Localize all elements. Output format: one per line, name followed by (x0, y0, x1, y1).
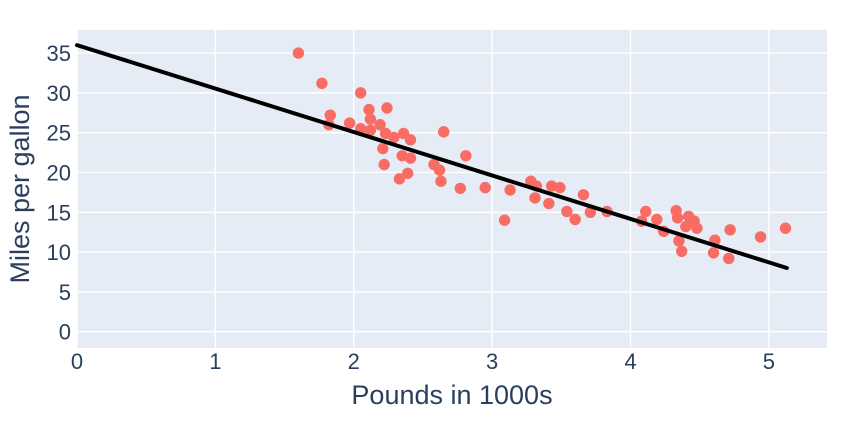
scatter-point[interactable] (460, 150, 472, 162)
y-tick-label: 25 (47, 121, 71, 146)
scatter-point[interactable] (569, 213, 581, 226)
x-tick-label: 0 (71, 349, 83, 374)
scatter-point[interactable] (584, 206, 597, 218)
scatter-point[interactable] (640, 205, 652, 218)
y-axis-title: Miles per gallon (5, 94, 35, 283)
scatter-point[interactable] (402, 167, 414, 179)
y-tick-label: 15 (47, 200, 71, 225)
scatter-point[interactable] (498, 214, 511, 226)
scatter-point[interactable] (377, 142, 389, 155)
x-tick-labels: 0 1 2 3 4 5 (71, 349, 775, 374)
scatter-layer (292, 47, 792, 265)
x-tick-label: 3 (486, 349, 498, 374)
scatter-point[interactable] (723, 252, 735, 265)
x-tick-label: 5 (763, 349, 775, 374)
scatter-point[interactable] (680, 220, 692, 233)
scatter-point[interactable] (504, 184, 516, 196)
scatter-point[interactable] (676, 245, 688, 257)
scatter-point[interactable] (404, 152, 417, 164)
scatter-point[interactable] (651, 213, 663, 226)
scatter-point[interactable] (479, 181, 491, 194)
scatter-point[interactable] (543, 197, 555, 210)
scatter-point[interactable] (561, 205, 573, 218)
scatter-point[interactable] (374, 119, 386, 131)
x-axis-title: Pounds in 1000s (351, 380, 552, 410)
plot-area[interactable] (77, 30, 827, 348)
scatter-point[interactable] (724, 224, 736, 236)
y-tick-label: 5 (59, 280, 71, 305)
y-tick-label: 20 (47, 160, 71, 185)
scatter-point[interactable] (779, 222, 792, 234)
scatter-point[interactable] (292, 47, 305, 59)
scatter-point[interactable] (388, 131, 400, 144)
trend-line-layer (75, 43, 789, 271)
scatter-point[interactable] (364, 113, 377, 125)
scatter-point[interactable] (671, 212, 684, 224)
scatter-point[interactable] (554, 181, 566, 194)
x-tick-label: 1 (209, 349, 221, 374)
scatter-point[interactable] (364, 124, 377, 136)
scatter-point[interactable] (707, 247, 720, 259)
scatter-point[interactable] (754, 231, 767, 243)
y-tick-label: 35 (47, 41, 71, 66)
scatter-point[interactable] (343, 117, 356, 129)
scatter-point[interactable] (673, 235, 685, 247)
y-tick-label: 30 (47, 81, 71, 106)
scatter-point[interactable] (435, 175, 447, 187)
scatter-point[interactable] (363, 103, 375, 116)
y-tick-label: 10 (47, 240, 71, 265)
x-tick-label: 2 (348, 349, 360, 374)
scatter-point[interactable] (433, 164, 446, 176)
regression-line[interactable] (75, 43, 789, 271)
scatter-point[interactable] (316, 77, 328, 90)
scatter-point[interactable] (393, 173, 406, 185)
grid-layer (76, 30, 827, 348)
y-tick-label: 0 (59, 320, 71, 345)
scatter-point[interactable] (378, 158, 390, 171)
y-tick-labels: 0 5 10 15 20 25 30 35 (47, 41, 71, 345)
scatter-point[interactable] (437, 126, 450, 138)
scatter-point[interactable] (404, 134, 417, 146)
scatter-point[interactable] (454, 182, 467, 195)
scatter-point[interactable] (324, 109, 336, 121)
scatter-point[interactable] (381, 102, 393, 114)
scatter-point[interactable] (691, 222, 703, 234)
scatter-point[interactable] (577, 189, 590, 201)
scatter-point[interactable] (354, 87, 367, 99)
scatter-point[interactable] (529, 192, 541, 204)
x-tick-label: 4 (624, 349, 636, 374)
